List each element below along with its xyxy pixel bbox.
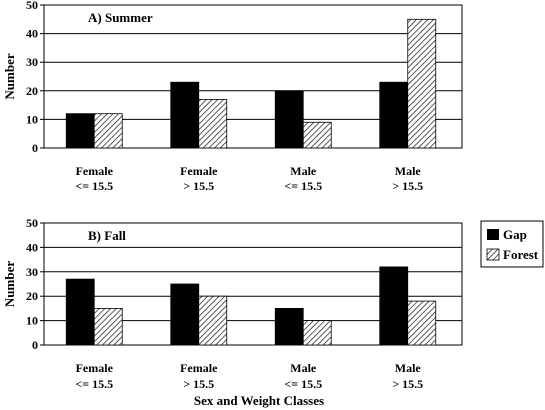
y-tick-label: 0 <box>32 141 38 155</box>
bar-gap-1 <box>65 113 95 149</box>
bar-forest-4 <box>407 300 437 346</box>
bar-forest-2 <box>198 295 228 346</box>
y-tick-label: 50 <box>26 0 38 12</box>
bar-forest-4 <box>407 18 437 149</box>
y-axis-label: Number <box>2 261 17 307</box>
category-label-line1: Female <box>76 361 114 375</box>
category-label-line2: <= 15.5 <box>75 179 113 193</box>
category-label-line1: Female <box>76 164 114 178</box>
y-tick-label: 10 <box>26 314 38 328</box>
bar-gap-3 <box>274 90 304 149</box>
category-label-line2: <= 15.5 <box>284 179 322 193</box>
category-label-line1: Male <box>290 164 317 178</box>
legend-label-gap: Gap <box>503 227 527 242</box>
category-label-line2: > 15.5 <box>183 179 214 193</box>
y-tick-label: 0 <box>32 338 38 352</box>
category-label-line1: Male <box>395 164 422 178</box>
y-tick-label: 10 <box>26 112 38 126</box>
legend-swatch-forest <box>486 248 500 261</box>
bar-forest-1 <box>93 113 123 149</box>
y-tick-label: 40 <box>26 27 38 41</box>
bar-gap-2 <box>170 81 200 149</box>
bar-gap-4 <box>379 81 409 149</box>
bar-gap-4 <box>379 266 409 346</box>
y-tick-label: 30 <box>26 265 38 279</box>
y-tick-label: 50 <box>26 216 38 230</box>
legend-swatch-gap <box>487 229 499 240</box>
legend: Gap Forest <box>480 220 544 268</box>
bar-gap-3 <box>274 307 304 346</box>
y-tick-label: 20 <box>26 289 38 303</box>
category-label-line1: Female <box>180 164 218 178</box>
y-tick-label: 40 <box>26 240 38 254</box>
y-tick-label: 20 <box>26 84 38 98</box>
panel-title: A) Summer <box>88 10 153 25</box>
bar-forest-2 <box>198 98 228 149</box>
bar-gap-1 <box>65 278 95 346</box>
category-label-line2: <= 15.5 <box>284 377 322 391</box>
category-label-line2: > 15.5 <box>183 377 214 391</box>
bar-gap-2 <box>170 283 200 346</box>
bar-forest-1 <box>93 307 123 346</box>
x-axis-label: Sex and Weight Classes <box>194 393 324 408</box>
category-label-line2: > 15.5 <box>392 377 423 391</box>
y-axis-label: Number <box>2 53 17 99</box>
bar-forest-3 <box>302 320 332 346</box>
category-label-line2: <= 15.5 <box>75 377 113 391</box>
category-label-line2: > 15.5 <box>392 179 423 193</box>
category-label-line1: Male <box>290 361 317 375</box>
category-label-line1: Female <box>180 361 218 375</box>
panel-title: B) Fall <box>88 228 126 243</box>
bar-forest-3 <box>302 121 332 149</box>
chart-fall: 0 10 20 30 40 50 Number B) Fall Female <= 15.5 Fem… <box>2 216 463 391</box>
y-tick-label: 30 <box>26 55 38 69</box>
legend-label-forest: Forest <box>503 247 539 262</box>
category-label-line1: Male <box>395 361 422 375</box>
